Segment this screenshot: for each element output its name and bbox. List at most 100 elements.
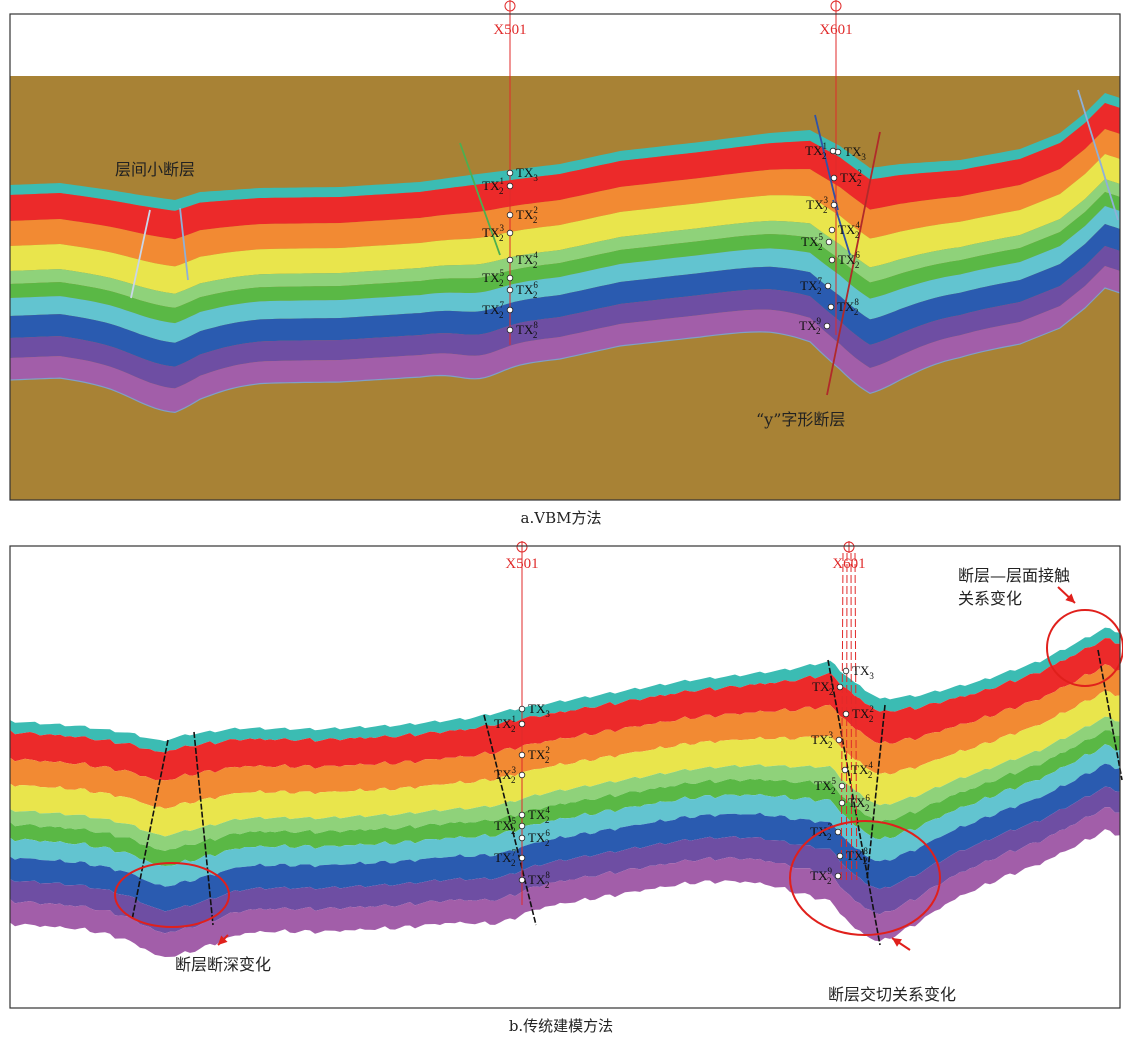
horizon-marker-sup: 3 — [824, 195, 829, 205]
horizon-marker-sub: 2 — [533, 215, 538, 225]
horizon-marker-sup: 5 — [832, 776, 837, 786]
fault-line — [193, 731, 214, 926]
well-marker-point — [506, 182, 514, 190]
well-marker-point — [830, 174, 838, 182]
horizon-marker-label: TX7 2 — [800, 276, 822, 296]
horizon-marker-sup: 4 — [855, 220, 860, 230]
horizon-marker-base: TX — [799, 318, 817, 333]
horizon-marker-sub: 2 — [827, 876, 832, 886]
layer-band — [10, 744, 1120, 887]
horizon-marker-sup: 3 — [500, 223, 505, 233]
fault-line — [1097, 649, 1123, 781]
layer-band — [10, 690, 1120, 837]
panel-b-caption: b.传统建模方法 — [509, 1017, 613, 1035]
fault-line — [826, 131, 881, 396]
horizon-marker-base: TX — [838, 222, 856, 237]
horizon-marker-sub: 2 — [511, 858, 516, 868]
horizon-marker-sup: 9 — [817, 316, 822, 326]
well-marker-point — [834, 828, 842, 836]
horizon-marker-sub: 2 — [863, 856, 868, 866]
well-marker-point — [838, 782, 846, 790]
horizon-marker-label: TX2 2 — [516, 205, 538, 225]
horizon-marker-sub: 2 — [499, 310, 504, 320]
well-marker-point — [518, 705, 526, 713]
horizon-marker-label: TX3 — [528, 701, 550, 719]
horizon-marker-label: TX4 2 — [528, 805, 550, 825]
horizon-marker-label: TX2 2 — [852, 704, 874, 724]
horizon-marker-base: TX — [812, 679, 830, 694]
well-marker-point — [518, 834, 526, 842]
contact-change-label-line2: 关系变化 — [958, 589, 1022, 608]
horizon-marker-sub: 2 — [499, 186, 504, 196]
horizon-marker-sub: 2 — [545, 755, 550, 765]
horizon-marker-base: TX — [516, 322, 534, 337]
horizon-marker-base: TX — [482, 270, 500, 285]
layer-band — [10, 206, 1120, 343]
horizon-marker-sup: 6 — [533, 280, 538, 290]
horizon-marker-base: TX — [800, 278, 818, 293]
horizon-marker-sub: 2 — [865, 803, 870, 813]
horizon-marker-base: TX — [516, 165, 534, 180]
horizon-marker-base: TX — [848, 795, 866, 810]
horizon-marker-base: TX — [482, 225, 500, 240]
well-marker-point — [506, 211, 514, 219]
well-marker-point — [518, 720, 526, 728]
layer-base-line — [9, 287, 1121, 414]
fault-line — [1077, 89, 1119, 221]
arrowhead-icon — [892, 938, 902, 947]
horizon-marker-base: TX — [838, 252, 856, 267]
well-marker-point — [518, 854, 526, 862]
horizon-marker-sup: 6 — [545, 828, 550, 838]
fault-line — [827, 659, 881, 946]
fault-line — [179, 207, 189, 281]
horizon-marker-label: TX3 — [516, 165, 538, 183]
horizon-marker-base: TX — [482, 178, 500, 193]
horizon-marker-sup: 2 — [857, 168, 862, 178]
horizon-marker-base: TX — [840, 170, 858, 185]
horizon-marker-base: TX — [528, 807, 546, 822]
well-marker-point — [841, 766, 849, 774]
horizon-marker-sub: 2 — [827, 832, 832, 842]
well-marker-point — [506, 306, 514, 314]
horizon-marker-sup: 8 — [545, 870, 550, 880]
horizon-marker-label: TX1 2 — [812, 677, 834, 697]
highlight-circle — [114, 862, 230, 928]
horizon-marker-sub: 2 — [822, 151, 827, 161]
horizon-marker-sup: 1 — [512, 714, 517, 724]
layer-band — [10, 154, 1120, 294]
well-marker-point — [836, 683, 844, 691]
panel-a-frame — [9, 13, 1121, 501]
y-fault-label: “y”字形断层 — [756, 410, 845, 429]
horizon-marker-label: TX3 2 — [811, 730, 833, 750]
well-marker-point — [838, 799, 846, 807]
horizon-marker-base: TX — [801, 234, 819, 249]
horizon-marker-sub: 2 — [828, 740, 833, 750]
well-marker-point — [518, 822, 526, 830]
horizon-marker-sub: 2 — [511, 826, 516, 836]
horizon-marker-label: TX7 2 — [482, 300, 504, 320]
horizon-marker-sup: 8 — [863, 846, 868, 856]
horizon-marker-base: TX — [851, 762, 869, 777]
horizon-marker-sup: 5 — [512, 816, 517, 826]
horizon-marker-label: TX1 2 — [482, 176, 504, 196]
panel-b-highlight-circles — [114, 586, 1123, 951]
well-marker-point — [828, 256, 836, 264]
horizon-marker-base: TX — [494, 767, 512, 782]
well-marker-point — [834, 872, 842, 880]
panel-b-layers — [10, 627, 1120, 957]
horizon-marker-label: TX6 2 — [848, 793, 870, 813]
horizon-marker-label: TX5 2 — [801, 232, 823, 252]
horizon-marker-sub: 3 — [533, 173, 538, 183]
horizon-marker-sup: 4 — [545, 805, 550, 815]
horizon-marker-sup: 8 — [854, 297, 859, 307]
horizon-marker-sub: 2 — [533, 290, 538, 300]
horizon-marker-sup: 3 — [829, 730, 834, 740]
horizon-marker-label: TX5 2 — [482, 268, 504, 288]
horizon-marker-base: TX — [806, 197, 824, 212]
horizon-marker-base: TX — [516, 252, 534, 267]
well-marker-point — [506, 326, 514, 334]
horizon-marker-sub: 2 — [816, 326, 821, 336]
horizon-marker-sup: 1 — [823, 141, 828, 151]
